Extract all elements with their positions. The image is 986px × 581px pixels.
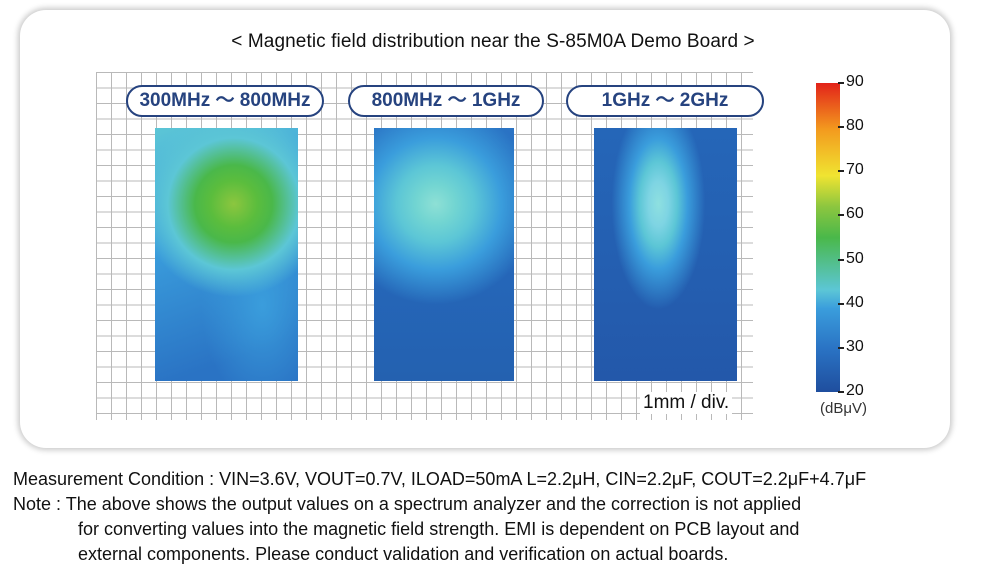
colorbar-tick <box>838 170 844 173</box>
band-label-2: 800MHz ～ 1GHz <box>348 85 544 117</box>
colorbar-tick-label: 80 <box>846 117 864 135</box>
colorbar-tick <box>838 302 844 305</box>
note-line-2: for converting values into the magnetic … <box>78 519 800 539</box>
colorbar-tick-label: 90 <box>846 73 864 90</box>
colorbar-tick-label: 30 <box>846 337 864 355</box>
colorbar <box>816 83 840 392</box>
chart-title: < Magnetic field distribution near the S… <box>231 31 755 52</box>
colorbar-unit: (dBμV) <box>820 400 867 417</box>
heatmap-panel-3 <box>594 128 737 381</box>
scale-label: 1mm / div. <box>640 392 733 414</box>
band-label-1: 300MHz ～ 800MHz <box>126 85 324 117</box>
colorbar-tick-label: 40 <box>846 293 864 311</box>
heatmap-panel-1 <box>155 128 298 381</box>
colorbar-tick <box>838 258 844 261</box>
band-label-3: 1GHz ～ 2GHz <box>566 85 764 117</box>
colorbar-tick-label: 70 <box>846 161 864 179</box>
colorbar-tick <box>838 126 844 129</box>
colorbar-tick-label: 20 <box>846 382 864 399</box>
colorbar-tick-label: 50 <box>846 249 864 267</box>
note-line-3: external components. Please conduct vali… <box>78 544 729 564</box>
colorbar-tick <box>838 391 844 393</box>
measurement-condition: Measurement Condition : VIN=3.6V, VOUT=0… <box>13 469 867 489</box>
footer-text: Measurement Condition : VIN=3.6V, VOUT=0… <box>13 467 866 567</box>
colorbar-tick-label: 60 <box>846 205 864 223</box>
colorbar-tick <box>838 214 844 217</box>
heatmap-panel-2 <box>374 128 514 381</box>
colorbar-tick <box>838 346 844 349</box>
note-line-1: Note : The above shows the output values… <box>13 494 802 514</box>
colorbar-tick <box>838 82 844 84</box>
